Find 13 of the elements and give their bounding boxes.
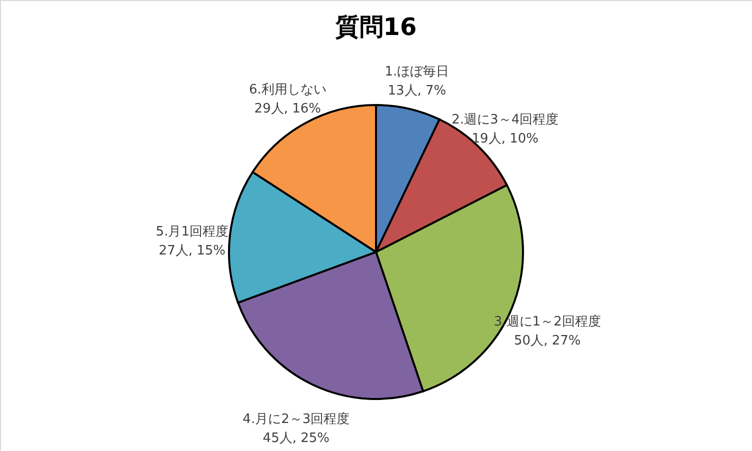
chart-title: 質問16 bbox=[334, 13, 417, 41]
data-label: 19人, 10% bbox=[472, 132, 538, 147]
data-label: 45人, 25% bbox=[262, 430, 330, 446]
data-label: 29人, 16% bbox=[254, 101, 322, 116]
data-label: 27人, 15% bbox=[158, 243, 226, 258]
slice-label: 4.月に2～3回程度 bbox=[242, 410, 350, 427]
data-label: 13人, 7% bbox=[388, 84, 446, 99]
slice-label: 5.月1回程度 bbox=[156, 223, 228, 240]
slice-label: 3.週に1～2回程度 bbox=[494, 314, 601, 330]
data-label: 50人, 27% bbox=[514, 334, 581, 349]
slice-label: 6.利用しない bbox=[248, 82, 326, 98]
slice-label: 2.週に3～4回程度 bbox=[452, 112, 559, 128]
slice-label: 1.ほぼ毎日 bbox=[384, 64, 450, 80]
